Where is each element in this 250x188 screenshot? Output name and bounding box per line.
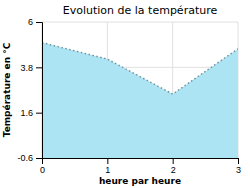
tick-mark <box>36 67 42 68</box>
tick: 6 <box>28 17 42 27</box>
tick-mark <box>36 113 42 114</box>
tick-label: 6 <box>28 17 33 27</box>
area <box>42 43 238 158</box>
axis-line <box>36 23 43 159</box>
grid <box>42 22 238 158</box>
title: Evolution de la température <box>63 4 218 17</box>
plot: 0 1 2 3 -0.6 1.6 3.8 6 <box>17 17 241 175</box>
grid-line <box>42 22 238 23</box>
tick-mark <box>107 158 108 164</box>
tick: 3 <box>236 158 241 175</box>
tick: 1 <box>105 158 110 175</box>
y-axis: -0.6 1.6 3.8 6 <box>17 17 42 163</box>
tick-mark <box>36 158 42 159</box>
tick-mark <box>36 22 42 23</box>
tick-label: 1 <box>105 165 110 175</box>
line <box>42 43 238 95</box>
x-axis-label: heure par heure <box>99 176 181 186</box>
tick: 1.6 <box>20 108 42 118</box>
tick: -0.6 <box>17 153 42 163</box>
axis-line <box>43 159 239 165</box>
tick-mark <box>238 158 239 164</box>
marks <box>42 43 238 158</box>
tick-label: 3 <box>236 165 241 175</box>
tick: 3.8 <box>20 63 42 73</box>
tick-label: 3.8 <box>20 63 33 73</box>
tick-label: 1.6 <box>20 108 33 118</box>
tick-label: -0.6 <box>17 153 33 163</box>
chart: 0 1 2 3 -0.6 1.6 3.8 6 Evolution de la températu… <box>0 0 250 188</box>
y-axis-label: Température en °C <box>2 42 12 137</box>
tick-label: 2 <box>171 165 176 175</box>
tick: 2 <box>171 158 176 175</box>
tick-label: 0 <box>40 165 45 175</box>
tick: 0 <box>40 158 45 175</box>
tick-mark <box>173 158 174 164</box>
x-axis: 0 1 2 3 <box>40 158 241 175</box>
